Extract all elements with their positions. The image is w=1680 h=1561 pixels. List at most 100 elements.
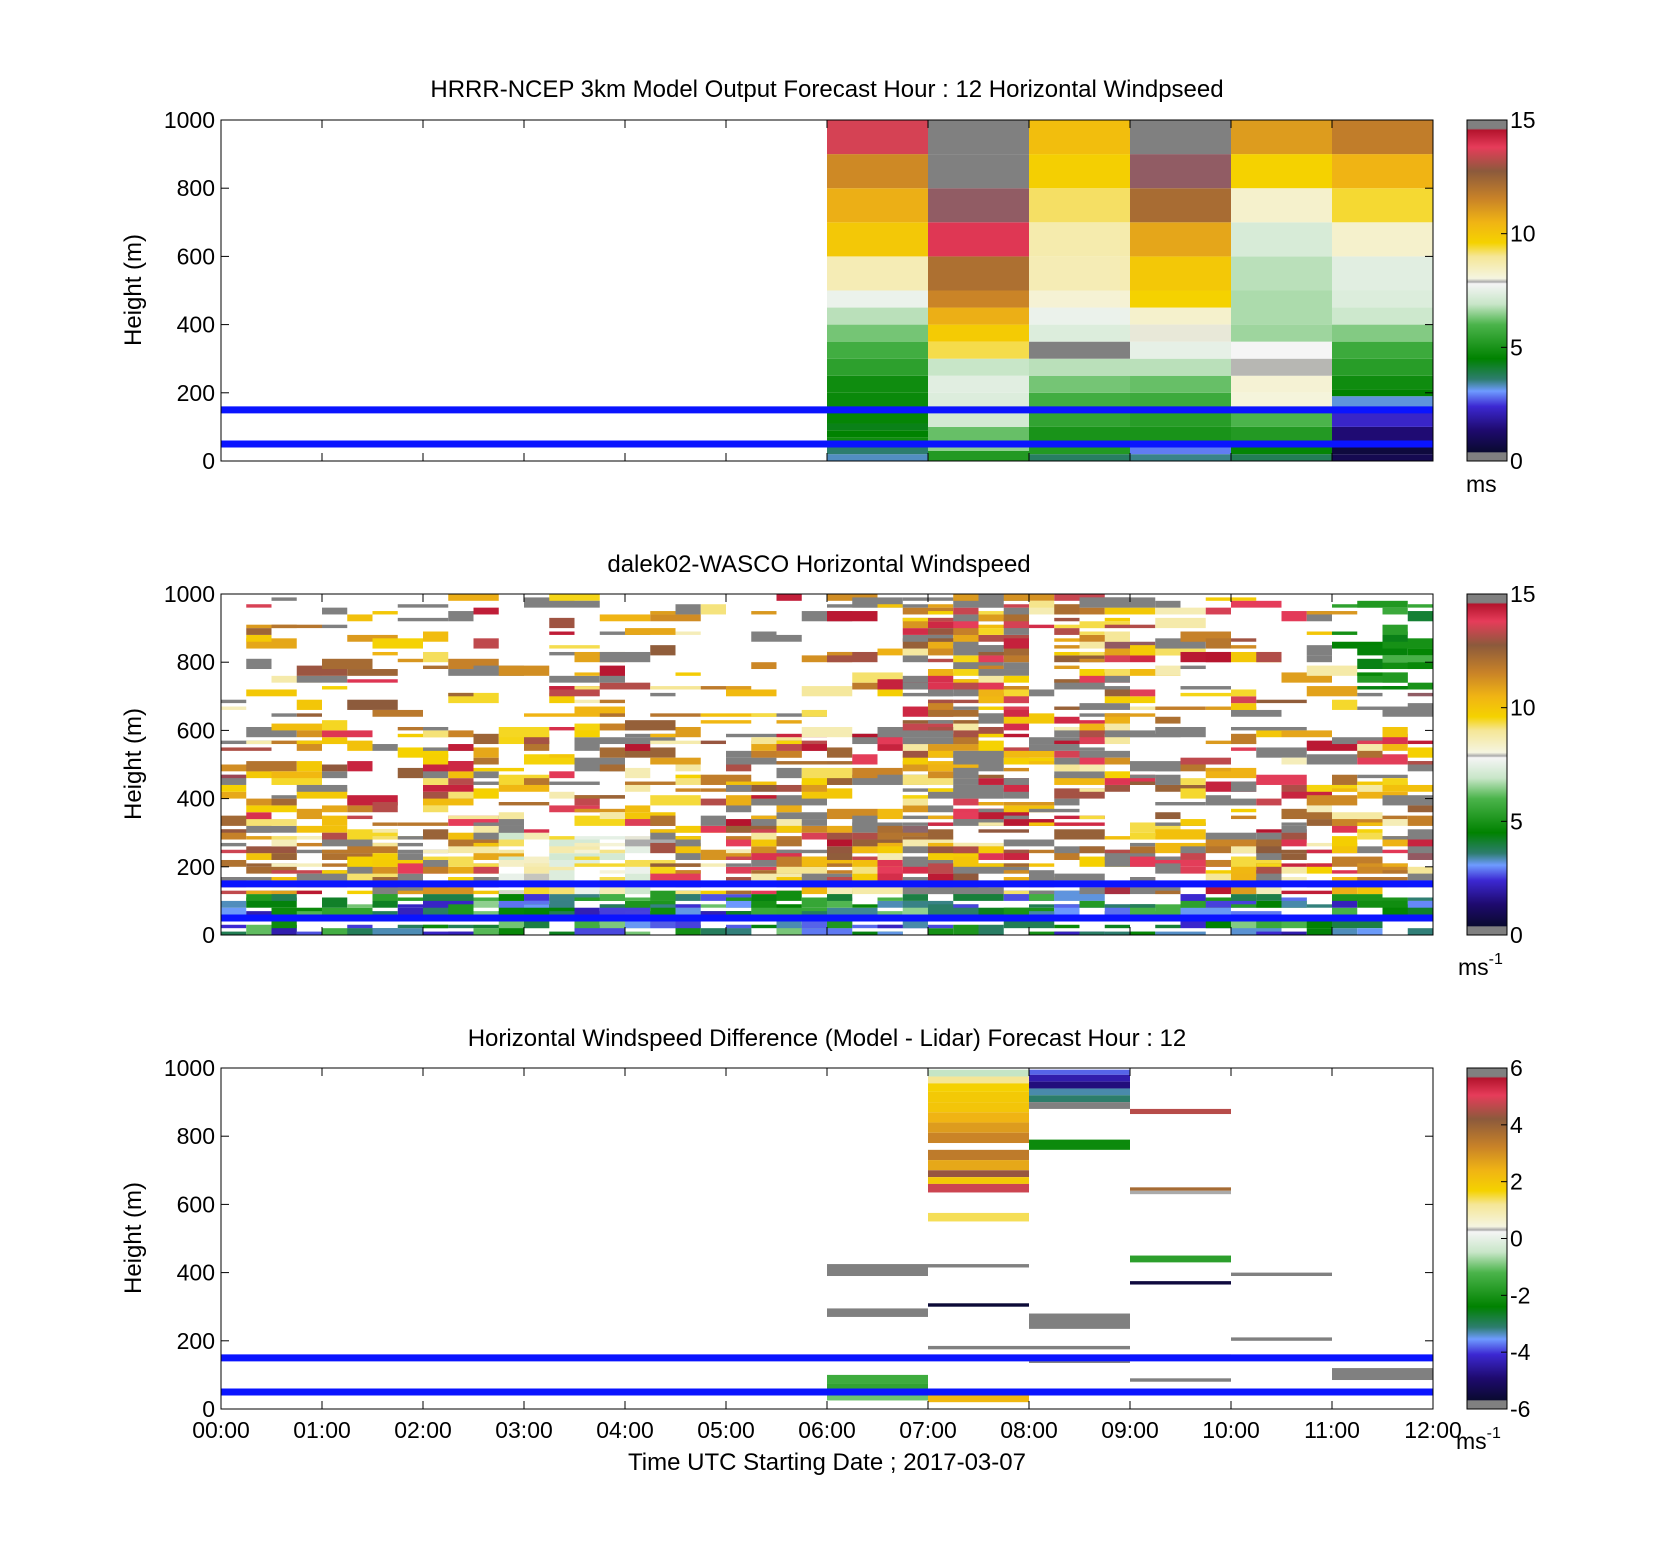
panel-difference-cell — [928, 1122, 1029, 1133]
panel-difference-cell — [928, 1177, 1029, 1184]
panel-lidar-cell — [1104, 774, 1156, 785]
panel-lidar-cell — [902, 805, 928, 813]
panel-lidar-cell — [1054, 604, 1080, 615]
panel-lidar-cell — [423, 784, 474, 792]
panel-lidar-cell — [953, 706, 979, 710]
panel-lidar-cell — [902, 836, 928, 840]
panel-lidar-cell — [574, 863, 625, 867]
panel-lidar-cell — [827, 887, 853, 895]
panel-difference-ytick-label: 0 — [202, 1396, 215, 1422]
panel-lidar-cell — [801, 897, 827, 908]
panel-difference-reference-lines — [221, 1354, 1433, 1396]
panel-lidar-cell — [271, 798, 297, 806]
panel-lidar-cell — [271, 723, 322, 731]
panel-lidar-cell — [953, 658, 1004, 670]
panel-lidar-cell — [372, 928, 423, 935]
panel-difference-cell — [928, 1069, 1029, 1077]
panel-lidar-cell — [1079, 669, 1105, 676]
panel-lidar-cell — [776, 917, 802, 929]
panel-lidar-cell — [1281, 611, 1307, 622]
panel-lidar-cell — [751, 897, 777, 908]
panel-lidar-cell — [1155, 706, 1206, 710]
panel-lidar-cell — [397, 604, 449, 608]
panel-lidar-cell — [1155, 774, 1181, 785]
panel-lidar-cell — [1104, 723, 1130, 731]
panel-lidar-cell — [675, 774, 701, 779]
panel-lidar-cell — [1407, 662, 1433, 670]
panel-lidar-cell — [1003, 607, 1029, 615]
panel-lidar-cell — [574, 706, 625, 717]
panel-lidar-cell — [246, 825, 297, 833]
panel-difference-cell — [1029, 1139, 1130, 1150]
panel-lidar-cell — [1231, 815, 1257, 820]
panel-lidar-cell — [1205, 767, 1257, 779]
panel-lidar-cell — [221, 791, 247, 799]
panel-lidar-cell — [776, 795, 827, 806]
panel-difference-ytick-label: 400 — [177, 1260, 215, 1286]
panel-lidar-cell — [1029, 890, 1055, 901]
panel-lidar-cell — [271, 890, 297, 901]
panel-difference-cell — [1029, 1095, 1130, 1103]
panel-model-cell — [1231, 341, 1332, 359]
panel-lidar-cell — [524, 904, 575, 915]
panel-lidar-cell — [953, 733, 979, 745]
panel-lidar-cell — [423, 754, 449, 765]
panel-difference-xlabel: Time UTC Starting Date ; 2017-03-07 — [628, 1449, 1026, 1476]
panel-lidar-cell — [1231, 638, 1257, 642]
panel-lidar-cell — [953, 597, 1004, 608]
panel-lidar-cell — [1104, 617, 1130, 622]
panel-lidar-cell — [1357, 692, 1383, 697]
panel-lidar-title: dalek02-WASCO Horizontal Windspeed — [607, 551, 1030, 578]
panel-model-cell — [1231, 188, 1332, 223]
panel-lidar-cell — [1382, 607, 1408, 615]
panel-lidar-cell — [1155, 812, 1181, 820]
panel-lidar-cell — [296, 730, 322, 738]
panel-model-cell — [1332, 409, 1433, 427]
panel-lidar-cell — [347, 614, 373, 622]
panel-lidar-cell — [928, 645, 954, 656]
panel-lidar-cell — [498, 832, 524, 840]
panel-lidar-cell — [1079, 750, 1130, 758]
panel-lidar-cell — [221, 747, 272, 751]
panel-lidar-cell — [322, 907, 373, 915]
panel-lidar-cell — [1382, 726, 1408, 738]
panel-lidar-cell — [978, 774, 1004, 779]
panel-lidar-cell — [1256, 863, 1282, 874]
panel-lidar-cell — [322, 853, 373, 860]
panel-lidar-cell — [549, 675, 600, 683]
panel-lidar-cell — [928, 863, 954, 874]
panel-lidar-cell — [1003, 767, 1029, 772]
panel-model-cell — [1029, 222, 1130, 257]
panel-lidar-cell — [650, 611, 676, 615]
panel-lidar-cell — [650, 713, 701, 717]
panel-lidar-cell — [1104, 771, 1130, 779]
panel-lidar-cell — [322, 658, 373, 670]
panel-lidar-cell — [650, 692, 676, 697]
panel-model-cell — [1029, 256, 1130, 291]
panel-lidar-cell — [776, 594, 802, 601]
panel-lidar-cell — [978, 669, 1029, 676]
panel-lidar-cell — [1407, 836, 1433, 847]
panel-lidar-cell — [852, 774, 878, 785]
panel-lidar-cell — [448, 842, 499, 854]
panel-lidar-cell — [675, 836, 701, 847]
panel-lidar-cell — [1155, 716, 1181, 724]
panel-lidar-cell — [928, 924, 954, 929]
panel-difference-xtick-label: 09:00 — [1101, 1417, 1159, 1443]
panel-difference-xtick-label: 05:00 — [697, 1417, 755, 1443]
panel-model-cell — [1231, 324, 1332, 342]
panel-lidar-cell — [473, 767, 524, 772]
panel-lidar-cell — [1281, 839, 1307, 847]
panel-lidar-cell — [978, 706, 1004, 710]
panel-lidar-cell — [246, 890, 272, 895]
panel-model-cell — [1332, 324, 1433, 342]
panel-lidar-cell — [953, 594, 979, 601]
panel-lidar-cell — [1130, 706, 1156, 710]
panel-lidar-cell — [1256, 651, 1282, 663]
panel-lidar-cell — [928, 822, 954, 826]
panel-lidar-cell — [473, 842, 499, 847]
panel-lidar-cell — [902, 856, 928, 860]
panel-lidar-cell — [801, 781, 827, 792]
panel-difference: Horizontal Windspeed Difference (Model -… — [120, 1025, 1531, 1476]
panel-lidar-cell — [1357, 744, 1383, 751]
